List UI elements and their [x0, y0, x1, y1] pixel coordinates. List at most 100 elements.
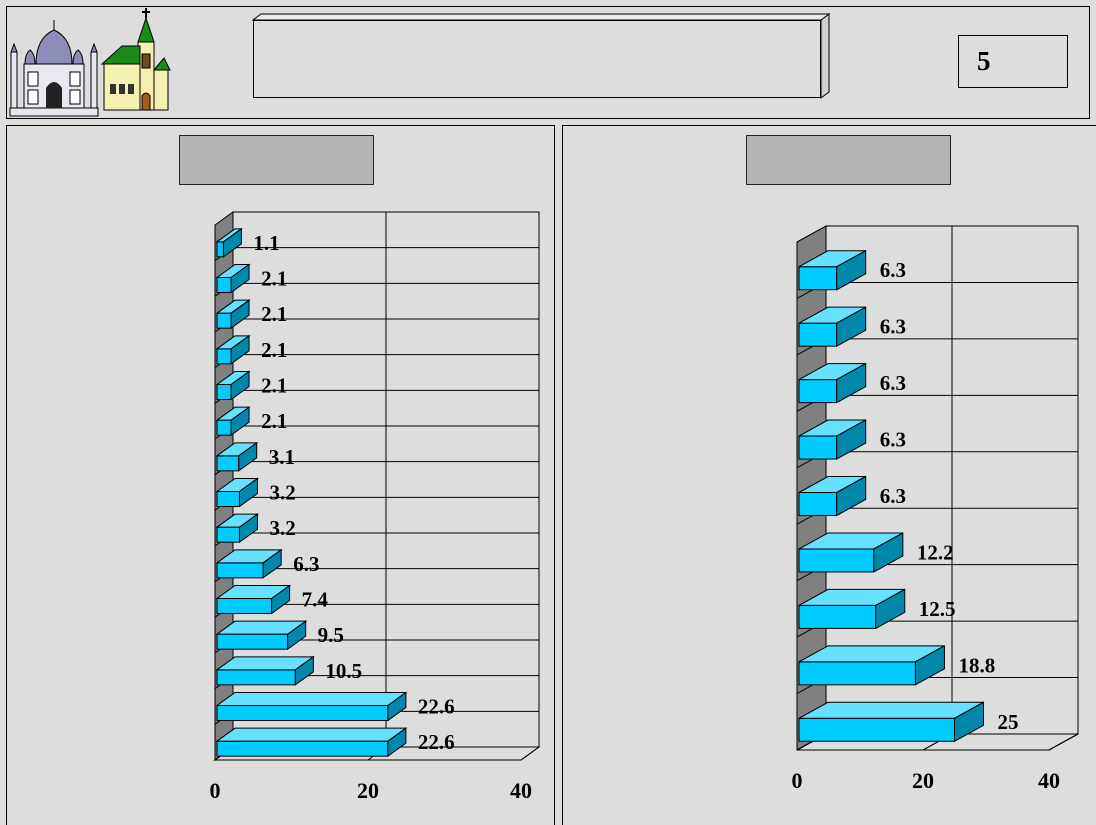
left-chart-data-label: 1.1	[253, 231, 279, 255]
left-chart-data-label: 22.6	[418, 695, 455, 719]
left-chart-data-label: 2.1	[261, 267, 287, 291]
right-chart-bar-side	[836, 306, 867, 348]
left-chart-bar	[215, 441, 259, 472]
left-chart-x-tick-label: 20	[357, 778, 379, 803]
right-chart-data-label: 6.3	[880, 428, 906, 452]
right-chart-bar	[798, 362, 867, 404]
left-chart-bar	[215, 334, 251, 365]
right-chart-data-label: 25	[998, 710, 1019, 734]
left-chart-bar	[215, 370, 251, 401]
left-chart-bar	[215, 227, 243, 258]
left-chart-bar-side	[230, 299, 250, 330]
right-chart-floor-tick	[1048, 733, 1079, 751]
right-chart-data-label: 6.3	[880, 315, 906, 339]
right-chart-bar-top	[798, 701, 984, 719]
right-chart-bar	[798, 588, 906, 630]
left-chart-bar	[215, 548, 283, 579]
left-chart-bar	[215, 299, 251, 330]
left-chart-floor-tick	[520, 746, 540, 761]
left-chart-data-label: 2.1	[261, 338, 287, 362]
left-chart-x-tick-label: 0	[210, 778, 221, 803]
left-chart-data-label: 3.2	[269, 516, 295, 540]
right-chart-bar-side	[914, 644, 945, 686]
right-chart-bar	[798, 306, 867, 348]
right-chart-bar-front	[798, 379, 838, 404]
right-chart-bar	[798, 249, 867, 291]
right-chart-bar-side	[836, 475, 867, 517]
page-number-badge: 5	[958, 35, 1068, 88]
right-chart-bar-side	[836, 249, 867, 291]
page-number: 5	[977, 46, 991, 76]
left-chart-data-label: 9.5	[318, 623, 344, 647]
left-chart-bar	[215, 263, 251, 294]
left-chart-bar	[215, 655, 315, 686]
right-chart-bar	[798, 419, 867, 460]
left-chart-bar	[215, 727, 408, 758]
left-chart-data-label: 6.3	[293, 552, 319, 576]
right-chart-bar	[798, 532, 904, 573]
right-chart-data-label: 12.5	[919, 597, 956, 621]
right-chart-bar-side	[836, 419, 867, 460]
right-chart-x-tick-label: 0	[792, 768, 803, 793]
right-chart-data-label: 12.2	[917, 540, 954, 564]
left-chart-bar-side	[230, 334, 250, 365]
left-chart-data-label: 2.1	[261, 409, 287, 433]
left-chart-bar-side	[294, 655, 314, 686]
right-chart-bar-side	[954, 701, 984, 743]
right-chart-bar-front	[798, 604, 877, 629]
right-chart-label-box	[746, 135, 951, 185]
church-icon	[100, 8, 171, 111]
left-chart-bar-side	[238, 477, 258, 508]
left-chart-bar-side	[230, 406, 250, 437]
right-chart-bar-front	[798, 492, 838, 516]
left-chart-bar-side	[230, 263, 250, 294]
right-chart-bar	[798, 644, 945, 686]
left-chart-bar	[215, 513, 260, 544]
right-chart-x-tick-label: 20	[912, 768, 934, 793]
right-chart-data-label: 6.3	[880, 371, 906, 395]
left-chart-bar-side	[222, 227, 242, 258]
left-chart-bar-side	[271, 584, 291, 615]
left-chart-bar-side	[262, 548, 282, 579]
right-chart-bar	[798, 475, 867, 517]
right-chart-bar-side	[836, 362, 867, 404]
left-chart-data-label: 22.6	[418, 730, 455, 754]
title-box	[253, 20, 821, 98]
right-chart-bar-front	[798, 266, 838, 291]
right-chart-bar-front	[798, 322, 838, 347]
left-chart-label-box	[179, 135, 374, 185]
left-chart-bar	[215, 584, 292, 615]
left-chart-data-label: 10.5	[325, 659, 362, 683]
left-chart-bar	[215, 477, 260, 508]
right-chart-bar-front	[798, 548, 875, 573]
left-chart-bar-side	[287, 620, 307, 651]
left-chart-bar-side	[238, 513, 258, 544]
left-chart-plot-group: 0 20 40 1.1 2.1 2.1 2.1 2.1 2.1 3.1 3.2 3.2 6.3 7.4 9.…	[210, 211, 541, 803]
right-chart-x-tick-label: 40	[1038, 768, 1060, 793]
left-chart-bar-side	[387, 691, 407, 722]
left-chart-bar	[215, 620, 308, 651]
right-chart-plot-group: 0 20 40 6.3 6.3 6.3 6.3 6.3 12.2 12.5 18.8 25	[792, 225, 1079, 793]
right-chart-data-label: 18.8	[958, 653, 995, 677]
mosque-icon	[9, 20, 99, 117]
left-chart-bar	[215, 406, 251, 437]
left-chart-bar	[215, 691, 408, 722]
right-chart-data-label: 6.3	[880, 258, 906, 282]
right-chart-data-label: 6.3	[880, 484, 906, 508]
left-chart-bar-side	[238, 441, 258, 472]
left-chart-data-label: 7.4	[302, 588, 329, 612]
left-chart-data-label: 2.1	[261, 302, 287, 326]
left-chart-bar-side	[387, 727, 407, 758]
right-chart-bar-front	[798, 661, 916, 686]
left-chart-data-label: 3.2	[269, 481, 295, 505]
left-chart-x-tick-label: 40	[510, 778, 532, 803]
right-chart-bar	[798, 701, 984, 743]
right-chart-bar-side	[875, 588, 906, 630]
left-chart-data-label: 3.1	[269, 445, 295, 469]
left-chart-data-label: 2.1	[261, 374, 287, 398]
right-chart-bar-side	[873, 532, 904, 573]
left-chart-bar-side	[230, 370, 250, 401]
